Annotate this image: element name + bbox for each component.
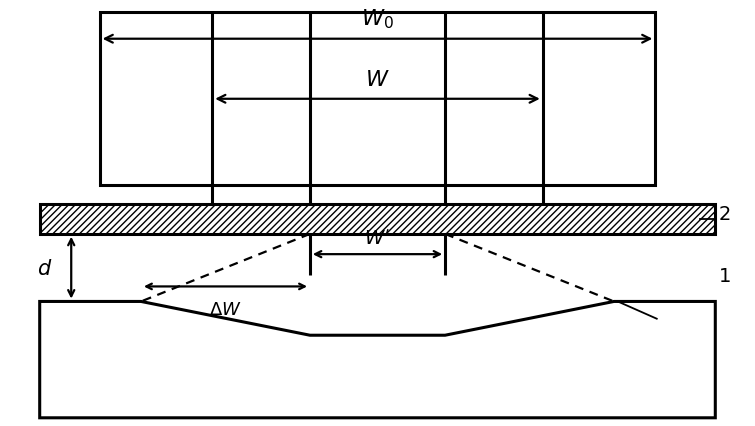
Text: 2: 2 xyxy=(719,204,732,224)
FancyBboxPatch shape xyxy=(100,13,655,186)
Text: $W$: $W$ xyxy=(365,69,390,91)
Text: $W_0$: $W_0$ xyxy=(361,7,394,31)
Polygon shape xyxy=(40,302,715,418)
Text: $W'$: $W'$ xyxy=(365,229,390,248)
FancyBboxPatch shape xyxy=(40,204,715,234)
Text: $d$: $d$ xyxy=(37,258,52,278)
Text: 1: 1 xyxy=(719,266,732,285)
Text: $\Delta W$: $\Delta W$ xyxy=(209,300,242,318)
